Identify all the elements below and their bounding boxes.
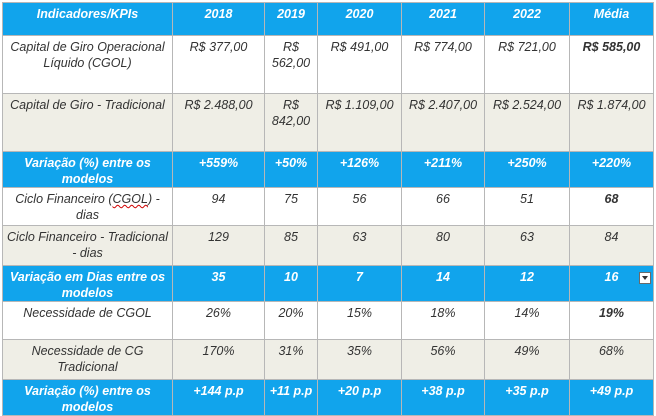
cell[interactable]: 7 bbox=[317, 265, 402, 302]
cell[interactable]: 12 bbox=[484, 265, 570, 302]
cell[interactable]: +144 p.p bbox=[172, 379, 265, 416]
media-cell[interactable]: +220% bbox=[569, 151, 654, 188]
row-var-dias: Variação em Dias entre os modelos 35 10 … bbox=[2, 265, 654, 302]
cell[interactable]: R$ 842,00 bbox=[264, 93, 318, 152]
cell[interactable]: +35 p.p bbox=[484, 379, 570, 416]
media-cell[interactable]: 68% bbox=[569, 339, 654, 380]
media-cell[interactable]: R$ 1.874,00 bbox=[569, 93, 654, 152]
cell[interactable]: R$ 2.488,00 bbox=[172, 93, 265, 152]
cell[interactable]: 35 bbox=[172, 265, 265, 302]
cell[interactable]: R$ 774,00 bbox=[401, 35, 485, 94]
media-value: 16 bbox=[604, 270, 619, 284]
cell[interactable]: 56% bbox=[401, 339, 485, 380]
header-media[interactable]: Média bbox=[569, 2, 654, 36]
cell[interactable]: +250% bbox=[484, 151, 570, 188]
label-nec-cg[interactable]: Necessidade de CG Tradicional bbox=[2, 339, 173, 380]
cell[interactable]: 35% bbox=[317, 339, 402, 380]
cell[interactable]: 10 bbox=[264, 265, 318, 302]
cell[interactable]: 15% bbox=[317, 301, 402, 340]
cell[interactable]: 85 bbox=[264, 225, 318, 266]
cell[interactable]: +559% bbox=[172, 151, 265, 188]
cell[interactable]: 75 bbox=[264, 187, 318, 226]
cell[interactable]: 129 bbox=[172, 225, 265, 266]
header-2018[interactable]: 2018 bbox=[172, 2, 265, 36]
cell[interactable]: 51 bbox=[484, 187, 570, 226]
cell[interactable]: 20% bbox=[264, 301, 318, 340]
header-row: Indicadores/KPIs 2018 2019 2020 2021 202… bbox=[2, 2, 654, 36]
cell[interactable]: 14% bbox=[484, 301, 570, 340]
label-part: Ciclo Financeiro ( bbox=[15, 192, 113, 206]
cell[interactable]: 18% bbox=[401, 301, 485, 340]
cell[interactable]: 66 bbox=[401, 187, 485, 226]
label-var-pp[interactable]: Variação (%) entre os modelos bbox=[2, 379, 173, 416]
cell[interactable]: R$ 721,00 bbox=[484, 35, 570, 94]
label-trad-capital[interactable]: Capital de Giro - Tradicional bbox=[2, 93, 173, 152]
cell[interactable]: R$ 377,00 bbox=[172, 35, 265, 94]
cell[interactable]: R$ 1.109,00 bbox=[317, 93, 402, 152]
label-var-dias[interactable]: Variação em Dias entre os modelos bbox=[2, 265, 173, 302]
cell[interactable]: +11 p.p bbox=[264, 379, 318, 416]
cell[interactable]: 80 bbox=[401, 225, 485, 266]
cell[interactable]: 49% bbox=[484, 339, 570, 380]
spellcheck-word: CGOL bbox=[112, 192, 148, 206]
row-nec-cgol: Necessidade de CGOL 26% 20% 15% 18% 14% … bbox=[2, 301, 654, 340]
header-2019[interactable]: 2019 bbox=[264, 2, 318, 36]
dropdown-arrow-icon[interactable] bbox=[639, 272, 651, 284]
cell[interactable]: +38 p.p bbox=[401, 379, 485, 416]
header-2021[interactable]: 2021 bbox=[401, 2, 485, 36]
cell[interactable]: 56 bbox=[317, 187, 402, 226]
row-trad-capital: Capital de Giro - Tradicional R$ 2.488,0… bbox=[2, 93, 654, 152]
row-ciclo-trad: Ciclo Financeiro - Tradicional - dias 12… bbox=[2, 225, 654, 266]
cell[interactable]: R$ 2.407,00 bbox=[401, 93, 485, 152]
row-var-capital: Variação (%) entre os modelos +559% +50%… bbox=[2, 151, 654, 188]
media-cell[interactable]: 68 bbox=[569, 187, 654, 226]
cell[interactable]: +211% bbox=[401, 151, 485, 188]
row-cgol-capital: Capital de Giro Operacional Líquido (CGO… bbox=[2, 35, 654, 94]
cell[interactable]: 94 bbox=[172, 187, 265, 226]
cell[interactable]: 14 bbox=[401, 265, 485, 302]
cell[interactable]: +50% bbox=[264, 151, 318, 188]
header-2020[interactable]: 2020 bbox=[317, 2, 402, 36]
cell[interactable]: R$ 491,00 bbox=[317, 35, 402, 94]
cell[interactable]: 63 bbox=[317, 225, 402, 266]
media-cell[interactable]: +49 p.p bbox=[569, 379, 654, 416]
media-cell[interactable]: 16 bbox=[569, 265, 654, 302]
header-2022[interactable]: 2022 bbox=[484, 2, 570, 36]
cell[interactable]: 26% bbox=[172, 301, 265, 340]
media-cell[interactable]: 19% bbox=[569, 301, 654, 340]
label-nec-cgol[interactable]: Necessidade de CGOL bbox=[2, 301, 173, 340]
label-ciclo-trad[interactable]: Ciclo Financeiro - Tradicional - dias bbox=[2, 225, 173, 266]
row-var-pp: Variação (%) entre os modelos +144 p.p +… bbox=[2, 379, 654, 416]
media-cell[interactable]: R$ 585,00 bbox=[569, 35, 654, 94]
cell[interactable]: 170% bbox=[172, 339, 265, 380]
cell[interactable]: R$ 2.524,00 bbox=[484, 93, 570, 152]
label-cgol-capital[interactable]: Capital de Giro Operacional Líquido (CGO… bbox=[2, 35, 173, 94]
cell[interactable]: +126% bbox=[317, 151, 402, 188]
label-part: ) - dias bbox=[76, 192, 160, 222]
label-var-capital[interactable]: Variação (%) entre os modelos bbox=[2, 151, 173, 188]
cell[interactable]: 31% bbox=[264, 339, 318, 380]
media-cell[interactable]: 84 bbox=[569, 225, 654, 266]
cell[interactable]: R$ 562,00 bbox=[264, 35, 318, 94]
cell[interactable]: 63 bbox=[484, 225, 570, 266]
row-nec-cg: Necessidade de CG Tradicional 170% 31% 3… bbox=[2, 339, 654, 380]
cell[interactable]: +20 p.p bbox=[317, 379, 402, 416]
row-ciclo-cgol: Ciclo Financeiro (CGOL) - dias 94 75 56 … bbox=[2, 187, 654, 226]
label-ciclo-cgol[interactable]: Ciclo Financeiro (CGOL) - dias bbox=[2, 187, 173, 226]
header-indicadores[interactable]: Indicadores/KPIs bbox=[2, 2, 173, 36]
